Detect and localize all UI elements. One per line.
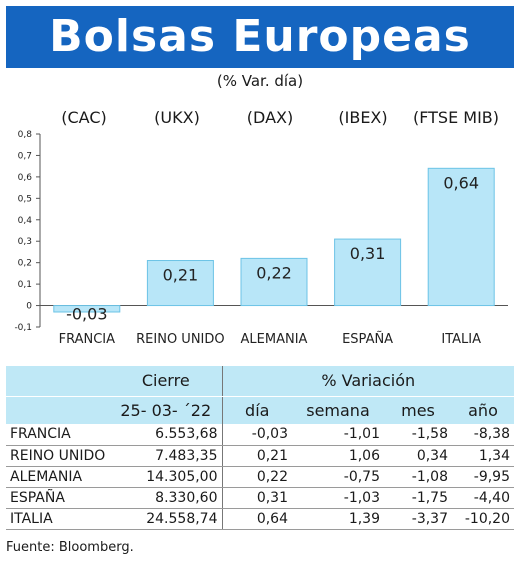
table-row: ALEMANIA 14.305,00 0,22 -0,75 -1,08 -9,95	[6, 466, 514, 488]
y-tick-label: 0,4	[18, 216, 33, 226]
bar	[427, 167, 495, 307]
dia-cell: 0,21	[221, 445, 292, 467]
title-banner: Bolsas Europeas	[6, 6, 514, 68]
ticker-row: (CAC) (UKX) (DAX) (IBEX) (FTSE MIB)	[0, 108, 520, 130]
row-label: FRANCIA	[6, 424, 110, 446]
y-tick-label: 0,3	[18, 237, 32, 247]
bar-value-label: 0,21	[163, 266, 199, 285]
bar-chart: -0,1 0 0,1 0,2 0,3 0,4 0,5 0,6 0,7 0,8 -0,03 FRANCI…	[14, 130, 508, 347]
bar-value-label: 0,31	[350, 244, 386, 263]
bar-value-label: 0,64	[443, 173, 479, 192]
y-tick-label: -0,1	[14, 323, 32, 333]
cierre-cell: 7.483,35	[110, 445, 222, 467]
x-category-label: FRANCIA	[59, 332, 116, 347]
bar	[53, 305, 121, 313]
anio-cell: 1,34	[452, 445, 514, 467]
dia-cell: 0,64	[221, 508, 292, 530]
cierre-cell: 14.305,00	[110, 466, 222, 488]
bar	[146, 260, 214, 307]
y-tick-label: 0,7	[18, 151, 32, 161]
semana-cell: -0,75	[292, 466, 384, 488]
chart-subtitle: (% Var. día)	[216, 72, 304, 90]
source-note: Fuente: Bloomberg.	[6, 540, 134, 555]
x-category-label: REINO UNIDO	[136, 332, 225, 347]
row-label: ALEMANIA	[6, 466, 110, 488]
table-row: ESPAÑA 8.330,60 0,31 -1,03 -1,75 -4,40	[6, 487, 514, 509]
anio-cell: -4,40	[452, 487, 514, 509]
bar-value-label: 0,22	[256, 263, 292, 282]
bar	[240, 257, 308, 307]
mes-cell: 0,34	[384, 445, 452, 467]
dia-header: día	[221, 396, 292, 424]
y-tick-label: 0,5	[18, 194, 32, 204]
semana-cell: 1,39	[292, 508, 384, 530]
ticker-label: (IBEX)	[338, 108, 388, 127]
mes-cell: -1,58	[384, 424, 452, 446]
row-label: ESPAÑA	[6, 487, 110, 509]
table-row: ITALIA 24.558,74 0,64 1,39 -3,37 -10,20	[6, 508, 514, 530]
table-spacer	[6, 366, 110, 397]
anio-cell: -8,38	[452, 424, 514, 446]
variacion-header: % Variación	[221, 366, 514, 397]
x-category-label: ITALIA	[441, 332, 481, 347]
bar-value-label: -0,03	[66, 305, 107, 324]
anio-cell: -10,20	[452, 508, 514, 530]
cierre-header: Cierre	[110, 366, 222, 397]
index-table: Cierre % Variación 25- 03- ´22 día seman…	[6, 366, 514, 530]
semana-cell: 1,06	[292, 445, 384, 467]
anio-cell: -9,95	[452, 466, 514, 488]
table-spacer	[6, 396, 110, 424]
cierre-cell: 6.553,68	[110, 424, 222, 446]
chart-title: Bolsas Europeas	[49, 11, 471, 62]
mes-header: mes	[384, 396, 452, 424]
y-tick-label: 0	[26, 302, 32, 312]
cierre-cell: 24.558,74	[110, 508, 222, 530]
dia-cell: 0,31	[221, 487, 292, 509]
x-category-label: ESPAÑA	[342, 331, 393, 347]
table-row: REINO UNIDO 7.483,35 0,21 1,06 0,34 1,34	[6, 445, 514, 467]
ticker-label: (FTSE MIB)	[412, 108, 500, 127]
mes-cell: -1,75	[384, 487, 452, 509]
date-header: 25- 03- ´22	[110, 396, 222, 424]
semana-cell: -1,01	[292, 424, 384, 446]
cierre-cell: 8.330,60	[110, 487, 222, 509]
y-tick-label: 0,2	[18, 259, 32, 269]
y-tick-label: 0,8	[18, 130, 33, 140]
row-label: ITALIA	[6, 508, 110, 530]
table-row: FRANCIA 6.553,68 -0,03 -1,01 -1,58 -8,38	[6, 424, 514, 446]
row-label: REINO UNIDO	[6, 445, 110, 467]
semana-header: semana	[292, 396, 384, 424]
dia-cell: -0,03	[221, 424, 292, 446]
ticker-label: (DAX)	[246, 108, 294, 127]
semana-cell: -1,03	[292, 487, 384, 509]
ticker-label: (UKX)	[154, 108, 200, 127]
mes-cell: -1,08	[384, 466, 452, 488]
y-tick-label: 0,6	[18, 173, 33, 183]
mes-cell: -3,37	[384, 508, 452, 530]
x-category-label: ALEMANIA	[241, 332, 308, 347]
anio-header: año	[452, 396, 514, 424]
y-tick-label: 0,1	[18, 280, 32, 290]
bar	[334, 238, 402, 307]
dia-cell: 0,22	[221, 466, 292, 488]
ticker-label: (CAC)	[61, 108, 107, 127]
